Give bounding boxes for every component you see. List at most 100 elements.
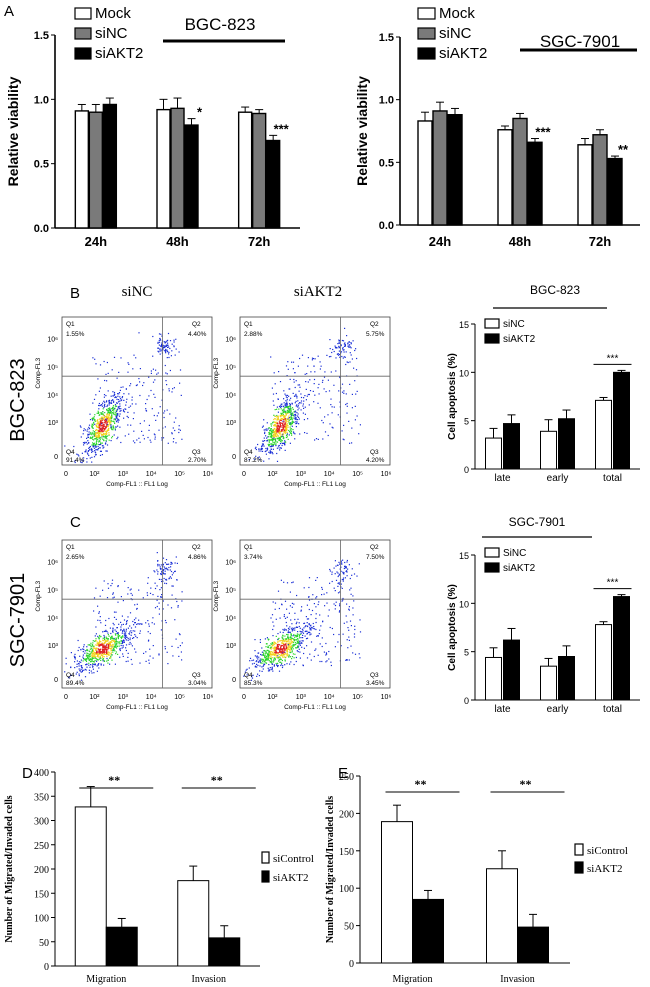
flow-dot	[324, 371, 326, 373]
flow-dot	[352, 652, 354, 654]
flow-dot	[320, 365, 322, 367]
flow-dot	[78, 646, 80, 649]
flow-dot	[102, 413, 104, 415]
flow-dot	[261, 448, 263, 450]
flow-dot	[122, 636, 124, 638]
flow-dot	[149, 439, 151, 441]
flow-dot	[105, 431, 107, 433]
flow-dot	[79, 670, 81, 672]
y-tick-label: 1.5	[379, 32, 394, 44]
flow-dot	[271, 435, 273, 437]
flow-dot	[293, 645, 295, 647]
flow-dot	[114, 404, 117, 406]
flow-dot	[88, 447, 90, 449]
flow-dot	[269, 654, 271, 656]
flow-dot	[291, 417, 293, 420]
flow-dot	[100, 635, 102, 638]
y-tick-label: 0	[44, 962, 49, 973]
flow-dot	[173, 345, 175, 347]
flow-dot	[103, 404, 105, 407]
flow-dot	[280, 425, 282, 427]
flow-dot	[299, 640, 301, 642]
flow-dot	[291, 423, 293, 425]
flow-dot	[114, 650, 116, 652]
flow-y-tick: 10³	[48, 420, 59, 427]
flow-dot	[298, 641, 300, 643]
flow-dot	[264, 663, 266, 665]
flow-dot	[157, 571, 159, 573]
flow-dot	[97, 447, 99, 449]
flow-dot	[270, 643, 272, 645]
flow-dots	[64, 332, 183, 464]
flow-dot	[123, 628, 125, 630]
flow-dot	[76, 671, 78, 673]
quadrant-q3-value: 2.70%	[188, 457, 207, 464]
flow-dot	[165, 568, 167, 570]
flow-dot	[100, 431, 102, 434]
flow-dot	[116, 377, 118, 379]
flow-dot	[110, 636, 112, 638]
flow-dot	[98, 658, 100, 660]
flow-dot	[272, 628, 274, 631]
flow-dot	[106, 430, 108, 432]
flow-dot	[85, 451, 87, 453]
flow-dot	[262, 444, 264, 446]
flow-dot	[164, 346, 166, 348]
flow-x-tick: 10²	[89, 694, 100, 701]
flow-dot	[123, 417, 125, 419]
quadrant-q3-value: 3.04%	[188, 680, 207, 687]
flow-dot	[277, 640, 279, 642]
flow-dot	[93, 597, 96, 599]
flow-dot	[284, 653, 287, 655]
flow-dot	[107, 653, 110, 655]
flow-dot	[350, 625, 352, 627]
flow-dot	[284, 617, 287, 619]
flow-dot	[280, 663, 283, 665]
flow-dot	[107, 425, 109, 427]
flow-dot	[268, 657, 270, 659]
flow-dot	[268, 432, 270, 434]
flow-dot	[111, 435, 114, 438]
flow-dot	[310, 641, 313, 643]
flow-dot	[120, 357, 122, 359]
flow-dot	[109, 418, 111, 421]
quadrant-q4: Q4	[66, 449, 75, 456]
flow-dot	[134, 622, 136, 624]
flow-dot	[103, 649, 105, 651]
flow-dot	[279, 651, 281, 653]
flow-dot	[354, 405, 356, 407]
y-tick-label: 10	[459, 368, 469, 378]
flow-dot	[112, 644, 114, 646]
flow-dot	[150, 587, 152, 589]
flow-y-tick: 10⁵	[47, 588, 58, 595]
flow-dot	[289, 403, 291, 405]
flow-dot	[107, 646, 109, 648]
flow-dot	[161, 580, 163, 583]
flow-dot	[275, 647, 277, 649]
flow-dot	[146, 398, 148, 401]
flow-dot	[108, 400, 110, 402]
flow-dot	[294, 416, 296, 418]
flow-dot	[270, 451, 272, 453]
flow-dot	[311, 626, 313, 628]
flow-dot	[334, 347, 337, 349]
flow-dot	[285, 419, 287, 421]
flow-dot	[286, 404, 288, 406]
flow-dot	[116, 410, 118, 413]
flow-dot	[166, 568, 168, 570]
flow-dot	[356, 357, 358, 360]
flow-dot	[271, 663, 273, 665]
flow-dot	[105, 619, 107, 622]
legend-label: siAKT2	[95, 45, 143, 62]
flow-dot	[316, 635, 318, 637]
flow-dot	[97, 425, 99, 427]
bar	[237, 111, 253, 229]
flow-dot	[119, 403, 121, 405]
flow-dot	[133, 412, 135, 414]
flow-dot	[267, 646, 270, 649]
flow-dot	[91, 456, 93, 458]
flow-dot	[89, 655, 91, 657]
flow-dot	[286, 652, 288, 654]
flow-dot	[89, 433, 92, 435]
flow-dot	[136, 439, 138, 441]
